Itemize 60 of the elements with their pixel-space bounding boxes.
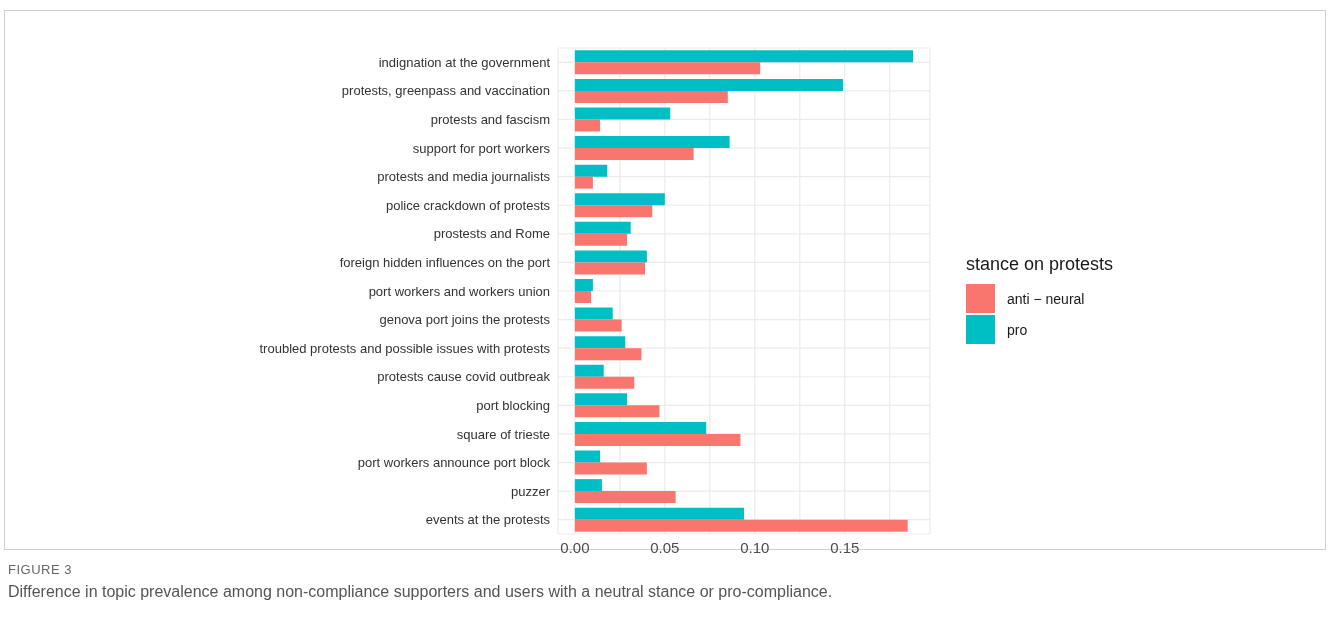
bar: [574, 290, 592, 303]
bar: [574, 250, 647, 263]
legend-label: pro: [1007, 321, 1028, 338]
x-tick-label: 0.15: [830, 538, 860, 556]
bar: [574, 348, 642, 361]
y-tick-label: port workers announce port block: [357, 455, 551, 471]
bar: [574, 205, 653, 218]
bar: [574, 376, 635, 389]
bar: [574, 221, 631, 234]
bar: [574, 405, 660, 418]
text: Difference in topic prevalence among non-compliance supporters and users with a neutral stance or pro-compliance.: [8, 583, 833, 601]
y-tick-label: protests and fascism: [430, 112, 550, 128]
bar: [574, 433, 741, 446]
bar: [574, 479, 602, 492]
x-tick-label: 0.00: [560, 538, 590, 556]
bar: [574, 148, 694, 161]
y-tick-label: puzzer: [510, 483, 551, 499]
bar: [574, 421, 707, 434]
y-tick-label: support for port workers: [412, 140, 551, 156]
y-tick-label: protests, greenpass and vaccination: [341, 83, 550, 99]
bar: [574, 164, 608, 177]
legend-label: anti − neural: [1007, 290, 1085, 307]
y-tick-label: port workers and workers union: [368, 283, 550, 299]
caption: FIGURE 3: [8, 562, 72, 577]
legend-title: stance on protests: [966, 254, 1114, 275]
y-tick-label: troubled protests and possible issues with protests: [259, 340, 551, 356]
bar: [574, 78, 843, 91]
bar: [574, 278, 593, 291]
bar: [574, 393, 628, 406]
bar: [574, 491, 676, 504]
bar: [574, 319, 622, 332]
bar: [574, 119, 601, 132]
bar: [574, 336, 626, 349]
y-tick-label: police crackdown of protests: [385, 197, 551, 213]
bar: [574, 462, 647, 475]
bar: [574, 90, 728, 103]
y-tick-label: protests cause covid outbreak: [377, 369, 551, 385]
y-tick-label: port blocking: [476, 397, 550, 413]
bar: [574, 136, 730, 149]
y-tick-label: genova port joins the protests: [379, 312, 551, 328]
bar: [574, 262, 646, 275]
x-tick-label: 0.05: [650, 538, 680, 556]
bar: [574, 176, 593, 189]
y-tick-label: square of trieste: [456, 426, 550, 442]
y-tick-label: protests and media journalists: [377, 169, 551, 185]
bar: [574, 450, 601, 463]
bar: [574, 233, 628, 246]
bar: [574, 307, 613, 320]
bar: [574, 50, 914, 63]
y-tick-label: foreign hidden influences on the port: [339, 255, 551, 271]
bar: [574, 519, 908, 532]
y-tick-label: indignation at the government: [378, 54, 551, 70]
bar: [574, 507, 744, 520]
bar: [574, 107, 671, 120]
y-tick-label: prostests and Rome: [433, 226, 550, 242]
x-tick-label: 0.10: [740, 538, 770, 556]
bar: [574, 364, 604, 377]
bar: [574, 193, 665, 206]
bar: [574, 62, 761, 75]
y-tick-label: events at the protests: [425, 512, 551, 528]
